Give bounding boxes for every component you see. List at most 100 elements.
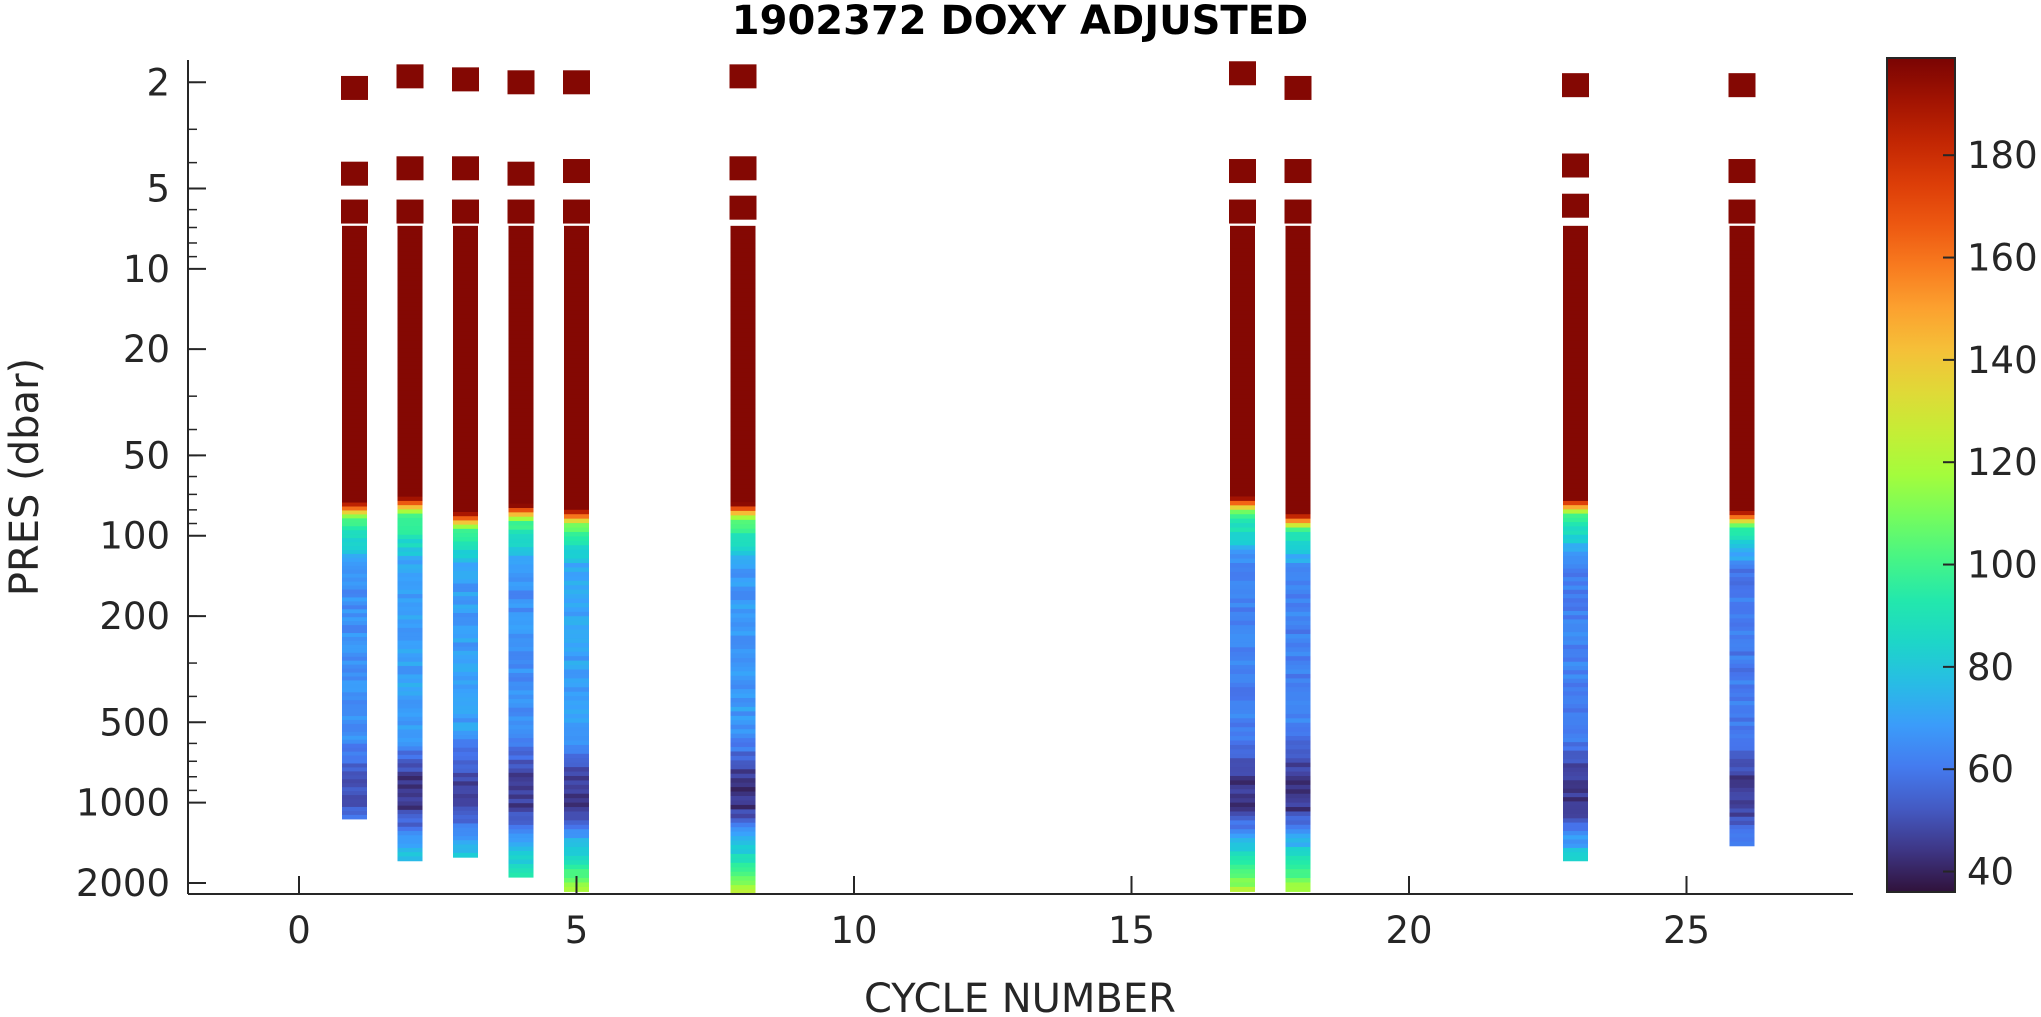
profile-cell xyxy=(1230,722,1255,728)
profile-cell xyxy=(508,356,534,362)
profile-cell xyxy=(1729,238,1755,243)
profile-cell xyxy=(1230,509,1255,515)
surface-sample xyxy=(1284,159,1312,184)
profile-cell xyxy=(1285,274,1311,280)
profile-cell xyxy=(397,428,423,434)
profile-cell xyxy=(342,273,367,278)
profile-cell xyxy=(453,545,478,551)
profile-cell xyxy=(1729,606,1755,611)
profile-cell xyxy=(1285,487,1311,493)
profile-cell xyxy=(1230,230,1255,236)
profile-cell xyxy=(564,358,589,364)
profile-cell xyxy=(564,385,589,391)
profile-cell xyxy=(397,632,423,637)
profile-cell xyxy=(342,368,367,373)
profile-cell xyxy=(397,318,423,324)
profile-cell xyxy=(1230,634,1255,640)
profile-cell xyxy=(397,289,423,295)
profile-cell xyxy=(397,454,423,460)
profile-cell xyxy=(453,840,478,846)
profile-cell xyxy=(1729,362,1755,367)
profile-cell xyxy=(508,807,534,813)
profile-cell xyxy=(1729,556,1755,562)
profile-cell xyxy=(508,863,534,869)
profile-cell xyxy=(508,238,534,244)
profile-cell xyxy=(730,372,756,378)
profile-cell xyxy=(342,328,367,334)
profile-cell xyxy=(1285,634,1311,640)
profile-cell xyxy=(342,617,367,622)
profile-cell xyxy=(397,792,423,798)
profile-cell xyxy=(397,835,423,841)
profile-cell xyxy=(564,301,589,307)
profile-cell xyxy=(1729,610,1755,615)
profile-cell xyxy=(1285,296,1311,302)
profile-cell xyxy=(1563,826,1588,832)
profile-cell xyxy=(1563,610,1588,616)
profile-cell xyxy=(1285,722,1311,728)
profile-cell xyxy=(730,461,756,467)
profile-cell xyxy=(397,483,423,489)
y-tick-label: 2 xyxy=(146,61,170,104)
profile-cell xyxy=(342,383,367,389)
profile-cell xyxy=(1729,626,1755,632)
profile-cell xyxy=(342,648,367,654)
profile-cell xyxy=(342,316,367,322)
profile-cell xyxy=(730,822,756,828)
profile-cell xyxy=(1285,673,1311,679)
profile-cell xyxy=(397,737,423,743)
profile-cell xyxy=(397,742,423,747)
profile-cell xyxy=(508,768,534,774)
profile-cell xyxy=(397,589,423,595)
profile-cell xyxy=(453,810,478,816)
profile-cell xyxy=(453,495,478,500)
profile-cell xyxy=(453,848,478,854)
profile-cell xyxy=(564,509,589,515)
profile-cell xyxy=(564,580,589,586)
profile-cell xyxy=(1729,296,1755,301)
profile-cell xyxy=(453,756,478,761)
profile-cell xyxy=(1729,523,1755,529)
profile-cell xyxy=(730,274,756,280)
profile-cell xyxy=(730,386,756,392)
profile-cell xyxy=(1563,674,1588,680)
profile-cell xyxy=(453,709,478,715)
profile-cell xyxy=(453,613,478,618)
profile-cell xyxy=(564,642,589,648)
profile-cell xyxy=(564,248,589,254)
profile-cell xyxy=(508,260,534,266)
profile-cell xyxy=(1285,531,1311,538)
profile-cell xyxy=(397,691,423,697)
profile-cell xyxy=(1729,407,1755,413)
profile-cell xyxy=(564,389,589,396)
profile-cell xyxy=(397,831,423,836)
profile-cell xyxy=(730,666,756,672)
profile-cell xyxy=(730,653,756,659)
profile-cell xyxy=(508,286,534,292)
surface-sample xyxy=(452,199,479,224)
profile-cell xyxy=(1729,535,1755,541)
profile-cell xyxy=(564,704,589,711)
profile-cell xyxy=(453,751,478,757)
profile-cell xyxy=(453,608,478,614)
profile-cell xyxy=(1230,820,1255,826)
profile-cell xyxy=(342,296,367,302)
surface-sample xyxy=(729,195,757,220)
profile-cell xyxy=(453,793,478,799)
profile-cell xyxy=(1563,268,1588,273)
profile-cell xyxy=(453,798,478,803)
profile-cell xyxy=(1285,571,1311,577)
profile-cell xyxy=(453,591,478,597)
profile-cell xyxy=(564,469,589,475)
profile-cell xyxy=(397,763,423,769)
profile-cell xyxy=(453,583,478,589)
profile-cell xyxy=(397,712,423,718)
profile-cell xyxy=(453,520,478,526)
profile-cell xyxy=(730,564,756,570)
profile-cell xyxy=(1729,630,1755,636)
profile-cell xyxy=(508,295,534,301)
profile-cell xyxy=(1230,527,1255,533)
surface-sample xyxy=(1229,159,1256,184)
profile-cell xyxy=(397,704,423,709)
profile-cell xyxy=(564,460,589,467)
